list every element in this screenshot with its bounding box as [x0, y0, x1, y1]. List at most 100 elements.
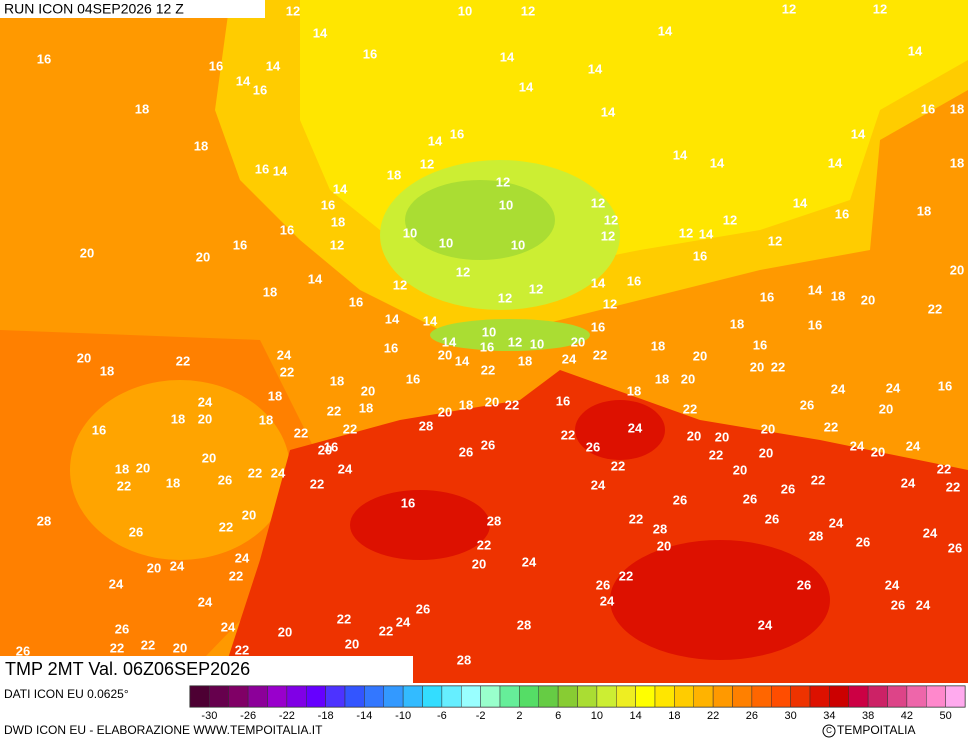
colorbar-cell	[732, 685, 753, 708]
colorbar-cell	[771, 685, 791, 708]
title-box	[0, 0, 265, 18]
map-subtitle: TMP 2MT Val. 06Z06SEP2026	[5, 659, 250, 679]
temp-label: 26	[115, 621, 129, 636]
temp-label: 26	[459, 444, 473, 459]
temp-label: 24	[221, 619, 236, 634]
temp-label: 20	[198, 411, 212, 426]
temp-label: 12	[782, 1, 796, 16]
temp-label: 10	[530, 336, 544, 351]
temp-label: 26	[781, 481, 795, 496]
temp-label: 22	[709, 447, 723, 462]
temp-zone	[70, 380, 290, 560]
temp-label: 14	[385, 311, 400, 326]
temp-label: 20	[571, 334, 585, 349]
temp-label: 22	[235, 642, 249, 657]
temp-label: 14	[313, 25, 328, 40]
temp-label: 12	[286, 3, 300, 18]
temp-label: 22	[219, 519, 233, 534]
temp-zone	[350, 490, 490, 560]
temp-label: 16	[280, 222, 294, 237]
temp-label: 20	[761, 421, 775, 436]
temp-label: 14	[588, 61, 603, 76]
temp-label: 24	[906, 438, 921, 453]
temp-label: 16	[693, 248, 707, 263]
temp-label: 18	[100, 363, 114, 378]
temp-label: 24	[628, 420, 643, 435]
temp-label: 24	[109, 576, 124, 591]
temp-label: 26	[800, 397, 814, 412]
colorbar-cell	[693, 685, 714, 708]
temp-label: 18	[194, 138, 208, 153]
colorbar-tick-label: 30	[785, 710, 797, 722]
temp-label: 16	[363, 46, 377, 61]
colorbar-tick-label: -6	[437, 710, 447, 722]
colorbar-cell	[247, 685, 268, 708]
temp-label: 10	[511, 237, 525, 252]
temp-label: 10	[499, 197, 513, 212]
temp-label: 20	[472, 556, 486, 571]
temp-label: 20	[759, 445, 773, 460]
colorbar-tick-label: 2	[516, 710, 522, 722]
temp-label: 18	[950, 155, 964, 170]
temp-label: 16	[921, 101, 935, 116]
colorbar-cell	[596, 685, 617, 708]
colorbar-tick-label: 10	[591, 710, 603, 722]
temp-label: 12	[496, 174, 510, 189]
colorbar-cell	[577, 685, 598, 708]
colorbar-cell	[267, 685, 288, 708]
colorbar-cell	[344, 685, 365, 708]
temp-label: 26	[673, 492, 687, 507]
temp-label: 14	[828, 155, 843, 170]
temp-label: 20	[278, 624, 292, 639]
colorbar-cell	[616, 685, 636, 708]
temp-label: 18	[518, 353, 532, 368]
temp-label: 14	[793, 195, 808, 210]
temp-label: 14	[273, 163, 288, 178]
temp-label: 18	[627, 383, 641, 398]
temp-label: 24	[758, 617, 773, 632]
temp-label: 22	[280, 364, 294, 379]
temp-label: 24	[923, 525, 938, 540]
temp-label: 24	[916, 597, 931, 612]
temp-label: 16	[808, 317, 822, 332]
temp-label: 24	[170, 558, 185, 573]
temp-label: 28	[419, 418, 433, 433]
colorbar-tick-label: -14	[356, 710, 372, 722]
temp-label: 10	[439, 235, 453, 250]
source-text: DATI ICON EU 0.0625°	[4, 687, 129, 701]
colorbar-cell	[538, 685, 559, 708]
temp-label: 22	[771, 359, 785, 374]
temp-label: 16	[591, 319, 605, 334]
temp-label: 18	[166, 475, 180, 490]
temp-label: 26	[948, 540, 962, 555]
colorbar-tick-label: -10	[395, 710, 411, 722]
temp-label: 14	[428, 133, 443, 148]
temp-label: 14	[699, 226, 714, 241]
temp-label: 18	[171, 411, 185, 426]
temp-label: 16	[324, 439, 338, 454]
temp-label: 22	[327, 403, 341, 418]
temp-label: 26	[218, 472, 232, 487]
colorbar-tick-label: 14	[630, 710, 642, 722]
colorbar-tick-label: 38	[862, 710, 874, 722]
temp-label: 12	[768, 233, 782, 248]
temp-label: 24	[901, 475, 916, 490]
temp-label: 22	[629, 511, 643, 526]
temp-label: 12	[521, 3, 535, 18]
temp-label: 22	[619, 568, 633, 583]
temp-label: 16	[255, 161, 269, 176]
temp-label: 24	[850, 438, 865, 453]
colorbar-cell	[480, 685, 501, 708]
temp-label: 14	[710, 155, 725, 170]
colorbar-cell	[189, 685, 210, 708]
colorbar-cell	[441, 685, 462, 708]
colorbar-cell	[867, 685, 888, 708]
temp-label: 26	[596, 577, 610, 592]
temp-label: 28	[809, 528, 823, 543]
colorbar-cell	[848, 685, 869, 708]
temp-label: 26	[481, 437, 495, 452]
temp-label: 24	[886, 380, 901, 395]
temp-label: 12	[679, 225, 693, 240]
temp-label: 20	[136, 460, 150, 475]
temp-label: 22	[481, 362, 495, 377]
